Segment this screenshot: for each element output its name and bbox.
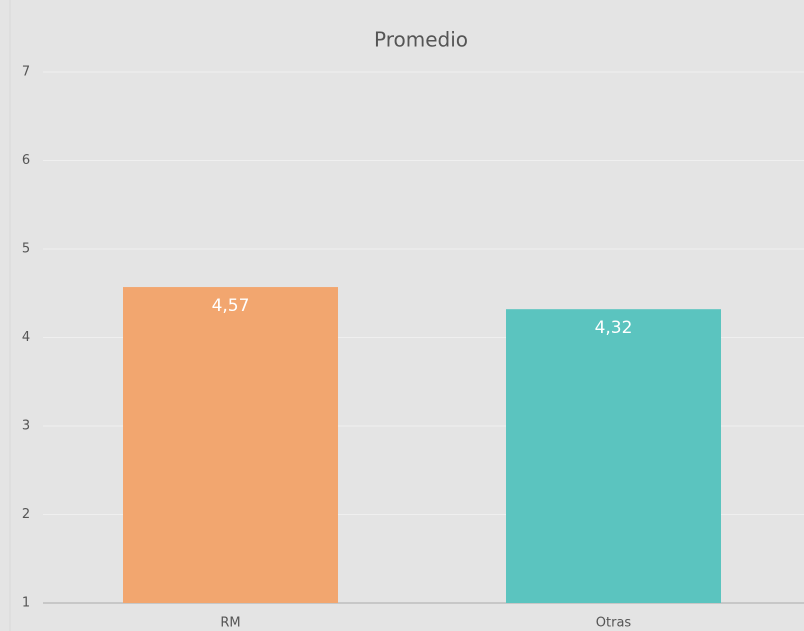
y-tick-label: 1	[22, 596, 30, 611]
y-tick-label: 4	[22, 330, 30, 345]
bar	[506, 309, 721, 603]
chart-title: Promedio	[374, 28, 468, 52]
y-tick-label: 2	[22, 507, 30, 522]
bar	[123, 287, 338, 603]
y-tick-label: 7	[22, 65, 30, 80]
x-tick-label: Otras	[596, 616, 632, 631]
y-tick-label: 5	[22, 242, 30, 257]
data-label: 4,57	[212, 296, 250, 316]
y-tick-label: 3	[22, 419, 30, 434]
y-tick-label: 6	[22, 153, 30, 168]
x-tick-label: RM	[220, 616, 240, 631]
data-label: 4,32	[595, 318, 633, 338]
